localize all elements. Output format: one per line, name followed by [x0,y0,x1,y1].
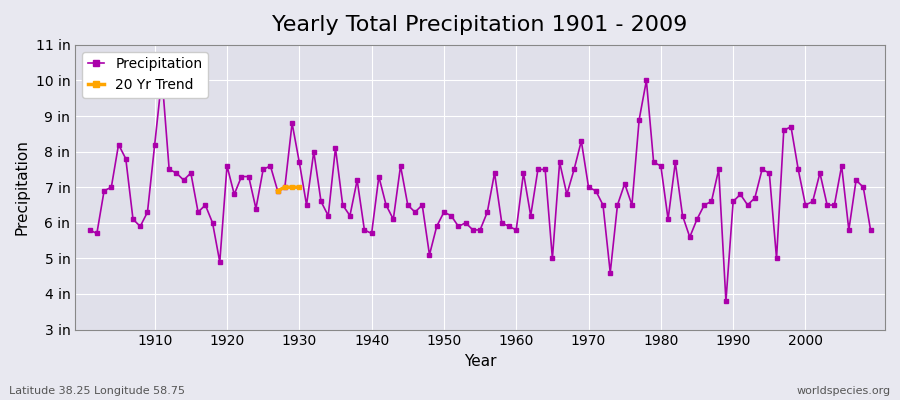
Precipitation [352,178,363,182]
Precipitation [518,171,529,176]
Precipitation [309,149,320,154]
Y-axis label: Precipitation: Precipitation [15,139,30,235]
Title: Yearly Total Precipitation 1901 - 2009: Yearly Total Precipitation 1901 - 2009 [273,15,688,35]
X-axis label: Year: Year [464,354,496,369]
20 Yr Trend [287,185,298,190]
Precipitation [605,270,616,275]
Precipitation [511,228,522,232]
Precipitation [721,299,732,304]
20 Yr Trend [272,188,283,193]
Precipitation [865,228,876,232]
Precipitation [142,210,153,214]
20 Yr Trend [294,185,305,190]
Text: Latitude 38.25 Longitude 58.75: Latitude 38.25 Longitude 58.75 [9,386,185,396]
Line: 20 Yr Trend: 20 Yr Trend [275,185,302,193]
Text: worldspecies.org: worldspecies.org [796,386,891,396]
Legend: Precipitation, 20 Yr Trend: Precipitation, 20 Yr Trend [82,52,208,98]
Precipitation [85,228,95,232]
Line: Precipitation: Precipitation [87,75,873,303]
Precipitation [157,74,167,79]
20 Yr Trend [280,185,291,190]
